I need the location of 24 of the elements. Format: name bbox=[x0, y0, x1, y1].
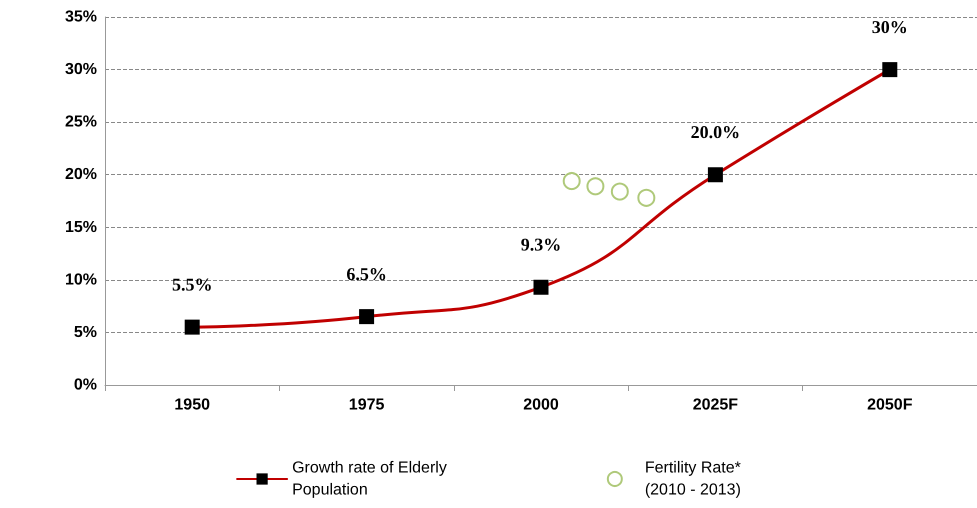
y-tick-label: 5% bbox=[74, 324, 97, 341]
data-label: 6.5% bbox=[346, 264, 387, 284]
y-tick-label: 30% bbox=[64, 61, 97, 78]
y-tick-label: 15% bbox=[64, 218, 97, 236]
point bbox=[562, 172, 581, 190]
data-label: 9.3% bbox=[520, 234, 562, 255]
x-tick-label: 1975 bbox=[348, 396, 384, 414]
y-tick-label: 25% bbox=[64, 114, 97, 131]
x-tick-label: 2050F bbox=[867, 396, 913, 414]
x-tick-label: 2025F bbox=[692, 396, 738, 414]
y-tick-label: 10% bbox=[64, 271, 97, 288]
x-tick-label: 2000 bbox=[523, 396, 559, 414]
data-label: 30% bbox=[872, 17, 908, 38]
y-tick-label: 20% bbox=[64, 166, 97, 184]
y-tick-label: 0% bbox=[74, 376, 97, 394]
data-label: 5.5% bbox=[172, 274, 212, 295]
point bbox=[586, 177, 604, 196]
y-tick-label: 35% bbox=[64, 8, 97, 26]
point bbox=[637, 188, 656, 207]
point bbox=[610, 182, 629, 201]
legend-label: Fertility Rate* (2010 - 2013) bbox=[644, 460, 741, 498]
legend-label: Growth rate of Elderly Population bbox=[292, 460, 447, 498]
data-label: 20.0% bbox=[690, 122, 740, 142]
x-tick-label: 1950 bbox=[174, 396, 210, 414]
